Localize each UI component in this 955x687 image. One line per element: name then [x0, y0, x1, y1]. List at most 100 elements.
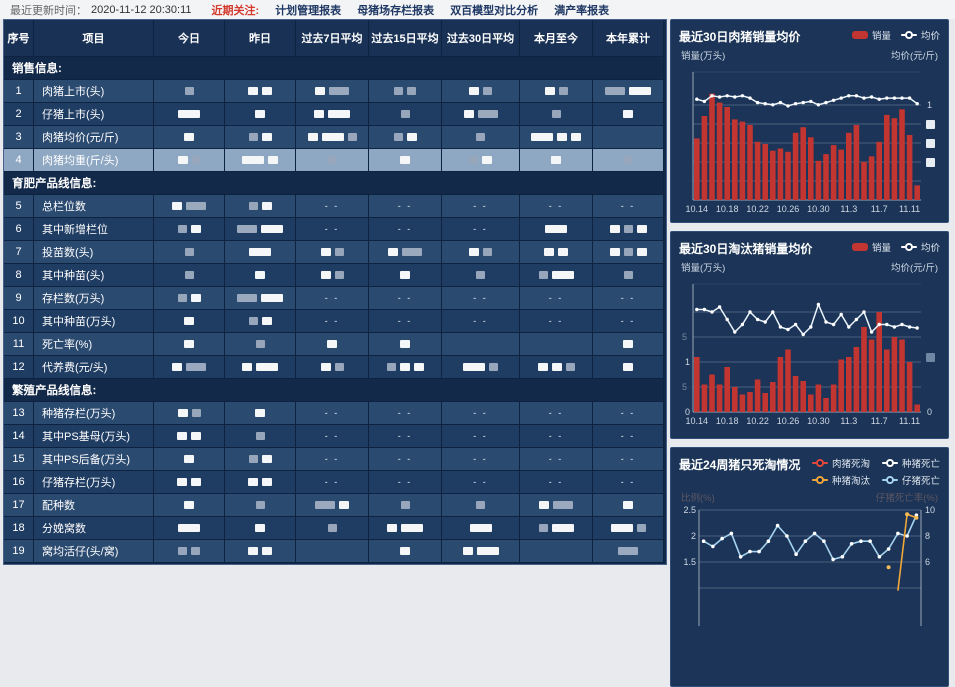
cell-r12-c1[interactable]: [225, 356, 296, 379]
row-label[interactable]: 其中新增栏位: [34, 218, 154, 241]
cell-r3-c2[interactable]: [296, 126, 369, 149]
cell-r5-c0[interactable]: [154, 195, 225, 218]
cell-r14-c5[interactable]: - -: [520, 425, 593, 448]
cell-r8-c1[interactable]: [225, 264, 296, 287]
cell-r19-c1[interactable]: [225, 540, 296, 563]
cell-r11-c2[interactable]: [296, 333, 369, 356]
cell-r1-c1[interactable]: [225, 80, 296, 103]
cell-r13-c3[interactable]: - -: [369, 402, 442, 425]
cell-r1-c0[interactable]: [154, 80, 225, 103]
row-label[interactable]: 窝均活仔(头/窝): [34, 540, 154, 563]
cell-r15-c1[interactable]: [225, 448, 296, 471]
cell-r11-c1[interactable]: [225, 333, 296, 356]
legend-item-均价[interactable]: 均价: [901, 28, 940, 42]
row-number[interactable]: 8: [4, 264, 34, 287]
row-label[interactable]: 仔猪存栏(万头): [34, 471, 154, 494]
cell-r7-c4[interactable]: [442, 241, 520, 264]
cell-r9-c2[interactable]: - -: [296, 287, 369, 310]
cell-r6-c2[interactable]: - -: [296, 218, 369, 241]
cell-r11-c0[interactable]: [154, 333, 225, 356]
cell-r14-c2[interactable]: - -: [296, 425, 369, 448]
cell-r17-c6[interactable]: [593, 494, 664, 517]
cell-r2-c3[interactable]: [369, 103, 442, 126]
row-number[interactable]: 18: [4, 517, 34, 540]
cell-r10-c5[interactable]: - -: [520, 310, 593, 333]
row-label[interactable]: 分娩窝数: [34, 517, 154, 540]
cell-r5-c1[interactable]: [225, 195, 296, 218]
row-number[interactable]: 17: [4, 494, 34, 517]
cell-r18-c4[interactable]: [442, 517, 520, 540]
cell-r7-c5[interactable]: [520, 241, 593, 264]
cell-r3-c1[interactable]: [225, 126, 296, 149]
cell-r5-c6[interactable]: - -: [593, 195, 664, 218]
cell-r17-c3[interactable]: [369, 494, 442, 517]
cell-r7-c6[interactable]: [593, 241, 664, 264]
cell-r5-c4[interactable]: - -: [442, 195, 520, 218]
cell-r19-c2[interactable]: [296, 540, 369, 563]
cell-r12-c0[interactable]: [154, 356, 225, 379]
cell-r16-c6[interactable]: - -: [593, 471, 664, 494]
cell-r9-c1[interactable]: [225, 287, 296, 310]
legend-item-销量[interactable]: 销量: [852, 28, 891, 42]
cell-r2-c4[interactable]: [442, 103, 520, 126]
cell-r4-c0[interactable]: [154, 149, 225, 172]
cell-r4-c5[interactable]: [520, 149, 593, 172]
cell-r18-c1[interactable]: [225, 517, 296, 540]
cell-r13-c2[interactable]: - -: [296, 402, 369, 425]
cell-r12-c5[interactable]: [520, 356, 593, 379]
cell-r18-c3[interactable]: [369, 517, 442, 540]
cell-r18-c0[interactable]: [154, 517, 225, 540]
cell-r3-c4[interactable]: [442, 126, 520, 149]
cell-r1-c2[interactable]: [296, 80, 369, 103]
cell-r2-c5[interactable]: [520, 103, 593, 126]
cell-r3-c3[interactable]: [369, 126, 442, 149]
legend-item-肉猪死淘[interactable]: 肉猪死淘: [812, 456, 870, 470]
cell-r13-c4[interactable]: - -: [442, 402, 520, 425]
cell-r1-c4[interactable]: [442, 80, 520, 103]
row-number[interactable]: 19: [4, 540, 34, 563]
row-label[interactable]: 死亡率(%): [34, 333, 154, 356]
cell-r8-c2[interactable]: [296, 264, 369, 287]
cell-r9-c3[interactable]: - -: [369, 287, 442, 310]
row-number[interactable]: 11: [4, 333, 34, 356]
cell-r6-c1[interactable]: [225, 218, 296, 241]
row-number[interactable]: 9: [4, 287, 34, 310]
row-label[interactable]: 肉猪均重(斤/头): [34, 149, 154, 172]
cell-r15-c0[interactable]: [154, 448, 225, 471]
cell-r14-c1[interactable]: [225, 425, 296, 448]
cell-r19-c0[interactable]: [154, 540, 225, 563]
cell-r14-c0[interactable]: [154, 425, 225, 448]
cell-r6-c4[interactable]: - -: [442, 218, 520, 241]
row-number[interactable]: 7: [4, 241, 34, 264]
cell-r15-c2[interactable]: - -: [296, 448, 369, 471]
cell-r8-c0[interactable]: [154, 264, 225, 287]
cell-r1-c5[interactable]: [520, 80, 593, 103]
cell-r16-c3[interactable]: - -: [369, 471, 442, 494]
cell-r4-c3[interactable]: [369, 149, 442, 172]
cell-r2-c6[interactable]: [593, 103, 664, 126]
cell-r9-c0[interactable]: [154, 287, 225, 310]
cell-r1-c6[interactable]: [593, 80, 664, 103]
report-link-4[interactable]: 满产率报表: [554, 5, 609, 17]
cell-r11-c5[interactable]: [520, 333, 593, 356]
legend-item-均价[interactable]: 均价: [901, 240, 940, 254]
legend-item-销量[interactable]: 销量: [852, 240, 891, 254]
cell-r2-c1[interactable]: [225, 103, 296, 126]
cell-r10-c3[interactable]: - -: [369, 310, 442, 333]
cell-r10-c0[interactable]: [154, 310, 225, 333]
cell-r6-c5[interactable]: [520, 218, 593, 241]
row-label[interactable]: 其中PS基母(万头): [34, 425, 154, 448]
cell-r19-c3[interactable]: [369, 540, 442, 563]
cell-r2-c0[interactable]: [154, 103, 225, 126]
cell-r7-c1[interactable]: [225, 241, 296, 264]
cell-r5-c3[interactable]: - -: [369, 195, 442, 218]
legend-item-种猪死亡[interactable]: 种猪死亡: [882, 456, 940, 470]
cell-r15-c3[interactable]: - -: [369, 448, 442, 471]
cell-r4-c1[interactable]: [225, 149, 296, 172]
cell-r8-c6[interactable]: [593, 264, 664, 287]
row-label[interactable]: 其中种苗(万头): [34, 310, 154, 333]
cell-r7-c0[interactable]: [154, 241, 225, 264]
cell-r19-c5[interactable]: [520, 540, 593, 563]
cell-r8-c3[interactable]: [369, 264, 442, 287]
row-number[interactable]: 1: [4, 80, 34, 103]
